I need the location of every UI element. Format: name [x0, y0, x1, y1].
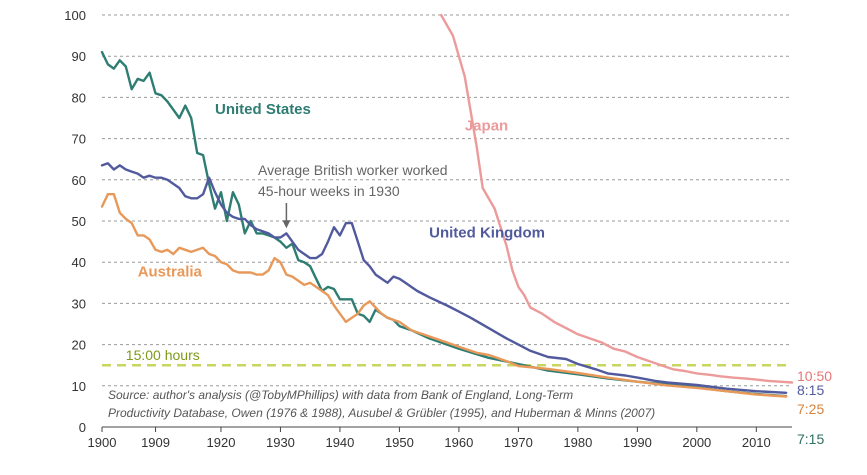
x-tick-label: 1990	[623, 435, 652, 450]
series-label-japan: Japan	[465, 117, 508, 134]
x-tick-label: 1970	[504, 435, 533, 450]
series-lines	[100, 13, 794, 398]
reference-line-group: 15:00 hours	[102, 347, 792, 367]
source-note: Source: author's analysis (@TobyMPhillip…	[108, 388, 655, 420]
reference-line-label: 15:00 hours	[126, 347, 200, 363]
x-tick-label: 1909	[141, 435, 170, 450]
series-labels: United States 7:15 United Kingdom 8:15 Austr…	[138, 101, 833, 447]
annotation-arrow-head	[282, 220, 291, 229]
series-label-united-kingdom: United Kingdom	[429, 224, 545, 241]
y-tick-label: 10	[72, 379, 86, 394]
series-label-united-states: United States	[215, 101, 311, 118]
grid-lines	[102, 14, 792, 387]
x-tick-label: 2010	[742, 435, 771, 450]
annotation-line: Average British worker worked	[258, 162, 448, 178]
series-label-australia: Australia	[138, 264, 203, 281]
x-tick-label: 2000	[682, 435, 711, 450]
x-tick-label: 1930	[266, 435, 295, 450]
axes: 0 10 20 30 40 50 60 70 80 90 100 1900 1909 1920 1930 19…	[64, 8, 792, 450]
source-line: Source: author's analysis (@TobyMPhillip…	[108, 388, 573, 402]
annotation-line: 45-hour weeks in 1930	[258, 183, 400, 199]
series-line-united-kingdom	[100, 162, 788, 394]
x-tick-label: 1940	[325, 435, 354, 450]
y-tick-label: 40	[72, 255, 86, 270]
series-line-japan	[439, 13, 794, 384]
end-value-united-kingdom: 8:15	[797, 382, 824, 398]
y-tick-label: 20	[72, 338, 86, 353]
end-value-united-states: 7:15	[797, 431, 824, 447]
annotation: Average British worker worked 45-hour wee…	[258, 162, 448, 229]
y-tick-label: 30	[72, 296, 86, 311]
x-tick-label: 1900	[88, 435, 117, 450]
x-tick-label: 1920	[207, 435, 236, 450]
x-tick-label: 1950	[385, 435, 414, 450]
x-tick-label: 1980	[563, 435, 592, 450]
end-value-australia: 7:25	[797, 401, 824, 417]
y-tick-label: 60	[72, 173, 86, 188]
y-tick-label: 90	[72, 49, 86, 64]
y-tick-label: 80	[72, 90, 86, 105]
series-line-australia	[100, 193, 788, 398]
end-value-japan: 10:50	[797, 368, 832, 384]
y-tick-label: 70	[72, 132, 86, 147]
y-tick-label: 0	[79, 420, 86, 435]
series-line-united-states	[100, 50, 788, 398]
x-tick-label: 1960	[444, 435, 473, 450]
y-tick-label: 50	[72, 214, 86, 229]
y-tick-label: 100	[64, 8, 86, 23]
source-line: Productivity Database, Owen (1976 & 1988…	[108, 406, 655, 420]
